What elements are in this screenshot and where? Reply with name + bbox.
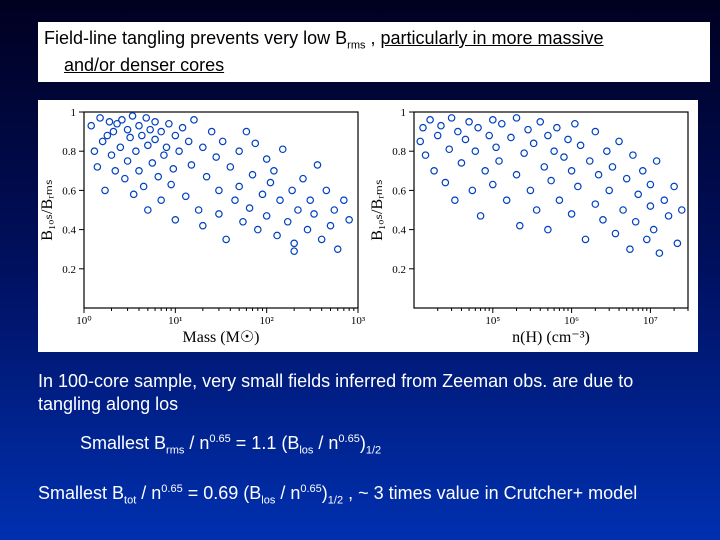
title-underline-2: and/or denser cores [64,55,224,75]
svg-text:0.6: 0.6 [62,185,76,197]
chart-strip: 0.2 0.4 0.6 0.8 1 10⁰ 10¹ 10² 10³ Mass (M☉) B₁ₒₛ/B… [38,100,698,352]
svg-text:n(H) (cm⁻³): n(H) (cm⁻³) [512,329,590,346]
equation-1: Smallest Brms / n0.65 = 1.1 (Blos / n0.6… [80,432,690,458]
svg-text:0.2: 0.2 [62,264,76,276]
caption-1-line2: tangling along los [38,394,178,414]
svg-text:10⁰: 10⁰ [76,315,92,327]
scatter-density: 0.2 0.4 0.6 0.8 1 10⁵ 10⁶ 10⁷ n(H) (cm⁻³) B₁ₒₛ/Bᵣ… [368,100,698,352]
slide-title-box: Field-line tangling prevents very low Br… [38,22,710,82]
svg-text:B₁ₒₛ/Bᵣₘₛ: B₁ₒₛ/Bᵣₘₛ [39,179,56,241]
svg-text:0.2: 0.2 [392,264,406,276]
title-text-1: Field-line tangling prevents very low B [44,28,347,48]
svg-text:10⁵: 10⁵ [485,315,500,327]
title-underline-1: particularly in more massive [381,28,604,48]
caption-1-line1: In 100-core sample, very small fields in… [38,371,633,391]
svg-text:0.4: 0.4 [392,225,406,237]
slide: Field-line tangling prevents very low Br… [0,0,720,540]
svg-text:Mass (M☉): Mass (M☉) [182,329,259,346]
svg-text:10³: 10³ [351,315,366,327]
scatter-mass: 0.2 0.4 0.6 0.8 1 10⁰ 10¹ 10² 10³ Mass (M☉) B₁ₒₛ/B… [38,100,368,352]
svg-text:10²: 10² [260,315,275,327]
svg-text:10¹: 10¹ [168,315,182,327]
svg-text:0.6: 0.6 [392,185,406,197]
title-sub-rms: rms [347,40,365,52]
svg-text:10⁷: 10⁷ [643,315,658,327]
svg-text:1: 1 [401,107,407,119]
title-text-2: , [365,28,380,48]
svg-text:10⁶: 10⁶ [564,315,579,327]
caption-1: In 100-core sample, very small fields in… [38,370,698,417]
svg-text:1: 1 [71,107,77,119]
svg-text:0.8: 0.8 [62,146,76,158]
svg-text:0.8: 0.8 [392,146,406,158]
svg-text:B₁ₒₛ/Bᵣₘₛ: B₁ₒₛ/Bᵣₘₛ [369,179,386,241]
equation-2: Smallest Btot / n0.65 = 0.69 (Blos / n0.… [38,482,698,508]
svg-text:0.4: 0.4 [62,225,76,237]
